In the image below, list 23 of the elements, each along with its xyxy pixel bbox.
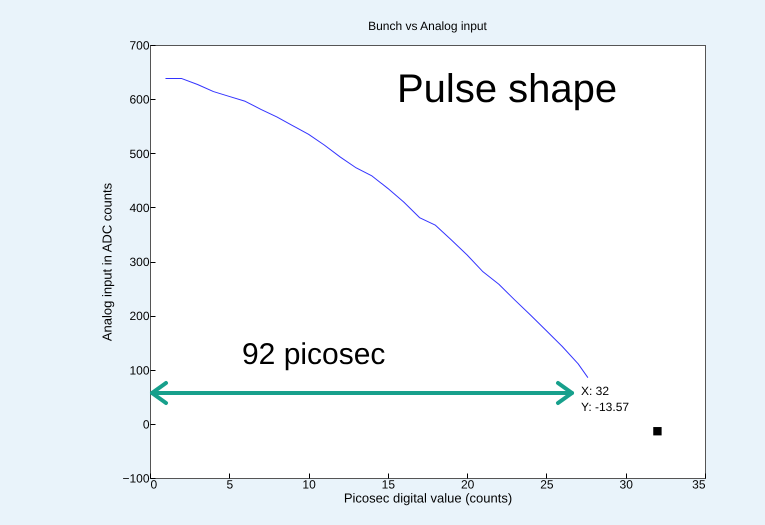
y-tick-label: 700 [129, 38, 150, 52]
y-tick-label: 600 [129, 92, 150, 107]
annotation: Y: -13.57 [581, 400, 630, 414]
y-tick-label: 500 [129, 146, 150, 161]
x-tick-label: 10 [302, 478, 316, 492]
y-tick-label: 0 [142, 417, 150, 432]
x-tick-label: 5 [226, 478, 234, 492]
annotation: X: 32 [581, 384, 610, 398]
annotation: Pulse shape [397, 67, 618, 111]
y-tick-label: 100 [129, 363, 150, 378]
x-axis-title: Picosec digital value (counts) [344, 490, 512, 506]
x-tick-label: 25 [540, 478, 554, 492]
x-tick-label: 30 [620, 478, 634, 492]
x-tick-label: 15 [382, 478, 396, 492]
x-tick-label: 20 [460, 478, 475, 492]
y-tick-label: 200 [129, 309, 150, 324]
y-tick-label: −100 [122, 472, 150, 486]
y-tick-label: 400 [129, 200, 150, 215]
x-tick-label: 35 [692, 478, 706, 492]
y-tick-label: 300 [129, 255, 150, 269]
annotation: 92 picosec [242, 338, 386, 371]
chart-title: Bunch vs Analog input [368, 19, 488, 33]
y-axis-title: Analog input in ADC counts [99, 182, 114, 342]
